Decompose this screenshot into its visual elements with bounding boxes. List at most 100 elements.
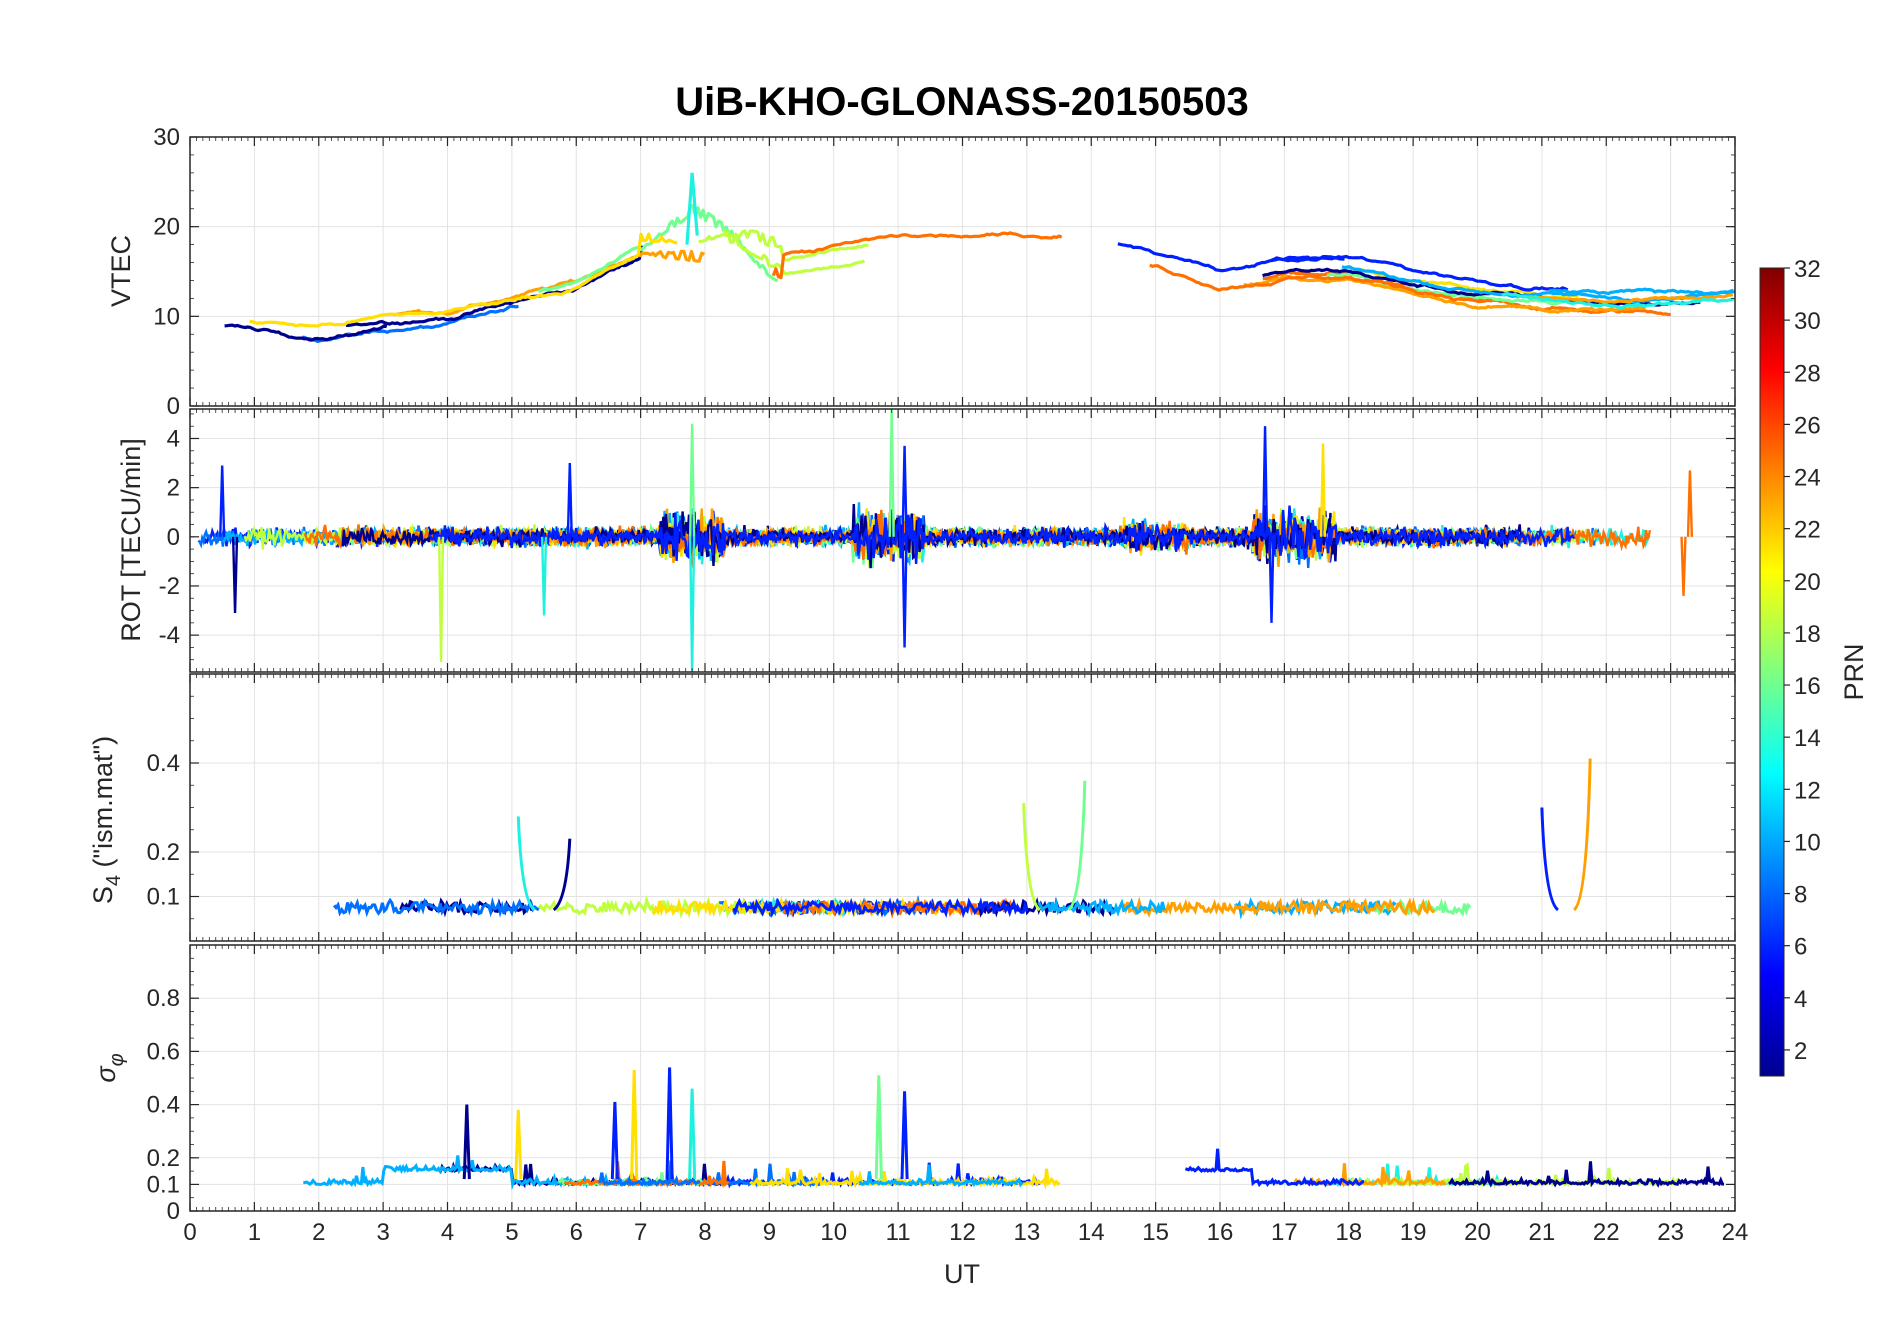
rot-spike xyxy=(901,536,908,648)
rot-series xyxy=(197,409,1694,672)
x-tick-label: 14 xyxy=(1078,1219,1105,1246)
s4-ylabel-rest: ("ism.mat") xyxy=(88,736,118,875)
y-tick-label: 0.4 xyxy=(147,750,180,777)
x-tick-label: 2 xyxy=(312,1219,325,1246)
y-tick-label: 0.1 xyxy=(147,1171,180,1198)
colorbar-tick-label: 32 xyxy=(1794,256,1821,283)
x-tick-label: 8 xyxy=(698,1219,711,1246)
x-tick-label: 12 xyxy=(949,1219,976,1246)
s4-spike xyxy=(1022,803,1041,912)
x-tick-label: 15 xyxy=(1142,1219,1169,1246)
s4-track xyxy=(332,896,540,918)
y-tick-label: 30 xyxy=(153,124,180,151)
y-tick-label: 0 xyxy=(167,524,180,551)
y-tick-label: 4 xyxy=(167,425,180,452)
x-tick-label: 9 xyxy=(763,1219,776,1246)
s4-series xyxy=(332,758,1592,920)
vtec-track xyxy=(302,304,519,343)
vtec-series xyxy=(224,172,1735,343)
x-tick-label: 6 xyxy=(570,1219,583,1246)
y-tick-label: 10 xyxy=(153,303,180,330)
vtec-ticks: 0 10 20 30 xyxy=(153,124,1736,420)
y-tick-label: 0.2 xyxy=(147,839,180,866)
rot-spike xyxy=(231,536,239,614)
colorbar-tick-label: 8 xyxy=(1794,882,1807,909)
sigma-phi-ylabel: σφ xyxy=(91,1053,128,1082)
s4-panel: 0.1 0.2 0.4 S4 ("ism.mat") xyxy=(88,673,1736,942)
rot-spike xyxy=(1319,443,1327,537)
rot-spike xyxy=(1680,536,1687,596)
s4-spike xyxy=(1572,758,1592,912)
rot-spike xyxy=(1268,536,1275,623)
x-tick-label: 11 xyxy=(886,1219,911,1246)
s4-track xyxy=(732,897,1029,919)
vtec-panel: 0 10 20 30 VTEC xyxy=(106,124,1736,420)
vtec-track xyxy=(771,231,1063,280)
chart-title: UiB-KHO-GLONASS-20150503 xyxy=(675,80,1249,124)
x-tick-label: 5 xyxy=(505,1219,518,1246)
x-tick-label: 3 xyxy=(376,1219,389,1246)
s4-spike xyxy=(1067,780,1087,912)
colorbar-label: PRN xyxy=(1839,643,1869,700)
sigma-phi-track xyxy=(1293,1163,1447,1188)
vtec-peak xyxy=(685,172,699,245)
colorbar-tick-label: 20 xyxy=(1794,569,1821,596)
sigma-phi-spike xyxy=(462,1104,471,1180)
x-tick-label: 4 xyxy=(441,1219,454,1246)
y-tick-label: 2 xyxy=(167,475,180,502)
colorbar-tick-label: 2 xyxy=(1794,1038,1807,1065)
sigma-phi-spike xyxy=(900,1091,909,1180)
vtec-track xyxy=(1549,287,1735,296)
rot-ticks: -4 -2 0 2 4 xyxy=(159,409,1736,673)
s4-ticks: 0.1 0.2 0.4 xyxy=(147,673,1736,942)
vtec-track xyxy=(345,245,644,327)
colorbar-tick-label: 10 xyxy=(1794,829,1821,856)
colorbar-tick-label: 30 xyxy=(1794,308,1821,335)
colorbar-tick-label: 6 xyxy=(1794,934,1807,961)
rot-track xyxy=(428,505,1576,564)
vtec-track xyxy=(1149,263,1493,304)
sigma-phi-spike xyxy=(610,1101,619,1180)
sigma-phi-ylabel-sub: φ xyxy=(106,1053,128,1066)
x-tick-label: 0 xyxy=(183,1219,196,1246)
x-tick-label: 10 xyxy=(820,1219,847,1246)
sigma-phi-spike xyxy=(874,1075,883,1180)
x-tick-label: 17 xyxy=(1271,1219,1298,1246)
x-tick-label: 1 xyxy=(248,1219,261,1246)
s4-track xyxy=(1037,897,1166,919)
colorbar-tick-label: 26 xyxy=(1794,412,1821,439)
y-tick-label: 0.1 xyxy=(147,884,180,911)
s4-ylabel-sub: 4 xyxy=(103,875,125,886)
y-tick-label: 0 xyxy=(167,1198,180,1225)
x-tick-labels: 0 1 2 3 4 5 6 7 8 9 10 11 12 13 14 15 16 17 18 19 20 21 22 23 24 xyxy=(183,1219,1748,1246)
colorbar-tick-label: 22 xyxy=(1794,517,1821,544)
vtec-track xyxy=(1117,242,1345,273)
y-tick-label: 20 xyxy=(153,214,180,241)
rot-spike xyxy=(688,423,696,537)
vtec-ylabel: VTEC xyxy=(106,235,136,307)
colorbar-gradient xyxy=(1759,267,1785,1077)
sigma-phi-ylabel-main: σ xyxy=(91,1065,121,1083)
sigma-phi-panel: 00.10.2 0.4 0.6 0.8 σφ xyxy=(91,944,1736,1225)
vtec-track xyxy=(1243,274,1646,314)
rot-ylabel: ROT [TECU/min] xyxy=(116,438,146,642)
sigma-phi-track xyxy=(598,1160,701,1187)
x-tick-label: 16 xyxy=(1207,1219,1234,1246)
sigma-phi-ticks: 00.10.2 0.4 0.6 0.8 xyxy=(147,944,1736,1225)
sigma-phi-track xyxy=(1447,1161,1725,1188)
x-tick-label: 18 xyxy=(1335,1219,1362,1246)
s4-spike xyxy=(1540,807,1560,912)
vtec-track xyxy=(1271,254,1569,292)
rot-spike xyxy=(1686,470,1694,537)
s4-spike xyxy=(552,838,572,912)
y-tick-label: 0.6 xyxy=(147,1038,180,1065)
rot-spike xyxy=(888,409,895,537)
rot-spike xyxy=(219,465,226,537)
vtec-track xyxy=(224,323,388,342)
x-tick-label: 23 xyxy=(1657,1219,1684,1246)
sigma-phi-track xyxy=(858,1164,1024,1188)
colorbar-tick-label: 16 xyxy=(1794,673,1821,700)
s4-ylabel-main: S xyxy=(88,886,118,904)
